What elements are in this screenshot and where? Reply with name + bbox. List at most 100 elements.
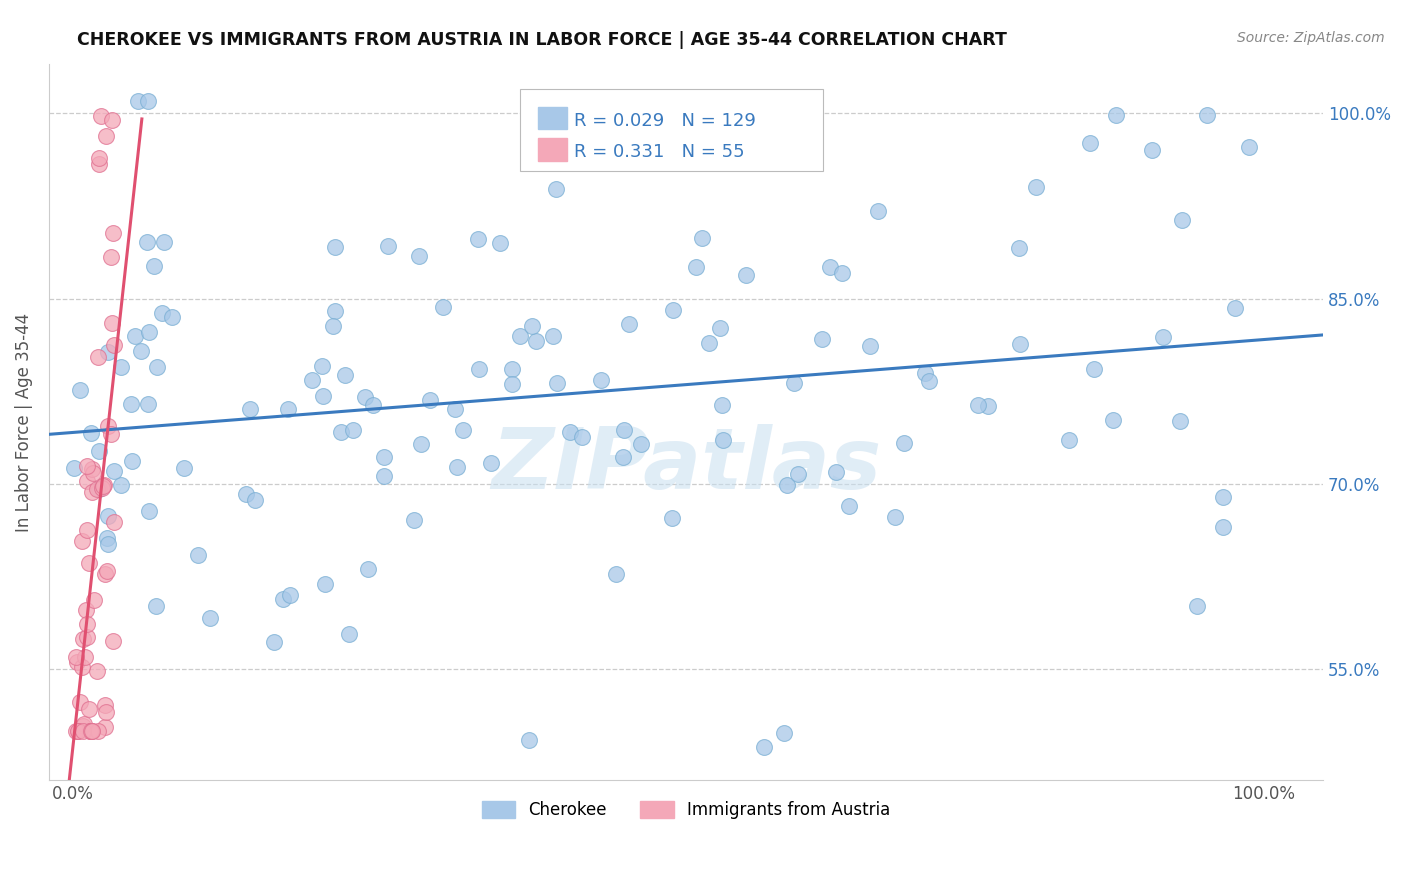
Point [404, 513, 426, 527]
Point [82, 723, 104, 738]
Point [1010, 337, 1032, 351]
Point [273, 592, 295, 607]
Point [1105, 108, 1128, 122]
Point [75, 602, 97, 616]
Point [1195, 108, 1218, 122]
Point [783, 376, 806, 390]
Point [1059, 433, 1081, 447]
Point [517, 733, 540, 747]
Point [1083, 362, 1105, 376]
Point [124, 329, 146, 343]
Point [121, 454, 143, 468]
Point [243, 492, 266, 507]
Point [100, 426, 122, 441]
Point [661, 303, 683, 318]
Point [773, 726, 796, 740]
Point [72, 632, 94, 646]
Point [432, 300, 454, 314]
Point [754, 739, 776, 754]
Point [93, 479, 115, 493]
Point [82, 461, 104, 475]
Point [277, 401, 299, 416]
Point [101, 226, 124, 240]
Point [75, 650, 97, 665]
Point [101, 112, 124, 127]
Point [1025, 180, 1047, 194]
Point [613, 423, 636, 437]
Point [1239, 140, 1261, 154]
Point [80, 426, 103, 441]
Point [661, 510, 683, 524]
Point [69, 384, 91, 398]
Point [96, 564, 118, 578]
Point [831, 267, 853, 281]
Point [312, 389, 335, 403]
Point [699, 336, 721, 351]
Point [173, 460, 195, 475]
Point [72, 719, 94, 733]
Point [1152, 330, 1174, 344]
Point [820, 260, 842, 274]
Point [263, 635, 285, 649]
Y-axis label: In Labor Force | Age 35-44: In Labor Force | Age 35-44 [15, 312, 32, 532]
Point [90, 110, 112, 124]
Point [685, 260, 707, 275]
Point [153, 235, 176, 250]
Point [96, 509, 118, 524]
Point [546, 182, 568, 196]
Point [127, 94, 149, 108]
Point [1102, 413, 1125, 427]
Point [859, 339, 882, 353]
Point [787, 467, 810, 481]
Point [93, 477, 115, 491]
Point [86, 483, 108, 497]
Point [66, 655, 89, 669]
Point [301, 373, 323, 387]
Point [97, 536, 120, 550]
Point [138, 325, 160, 339]
Point [65, 723, 87, 738]
Point [522, 319, 544, 334]
Text: R = 0.029   N = 129: R = 0.029 N = 129 [574, 112, 755, 129]
Point [488, 235, 510, 250]
Point [103, 338, 125, 352]
Point [866, 203, 889, 218]
Point [87, 723, 110, 738]
Point [501, 377, 523, 392]
Point [918, 375, 941, 389]
Point [311, 359, 333, 373]
Text: Source: ZipAtlas.com: Source: ZipAtlas.com [1237, 31, 1385, 45]
Text: CHEROKEE VS IMMIGRANTS FROM AUSTRIA IN LABOR FORCE | AGE 35-44 CORRELATION CHART: CHEROKEE VS IMMIGRANTS FROM AUSTRIA IN L… [77, 31, 1007, 49]
Point [94, 567, 117, 582]
Point [110, 360, 132, 375]
Point [146, 360, 169, 375]
Point [357, 562, 380, 576]
Point [711, 434, 734, 448]
Point [884, 510, 907, 524]
Point [914, 366, 936, 380]
Point [86, 351, 108, 365]
Point [100, 250, 122, 264]
Point [239, 402, 262, 417]
Point [1223, 301, 1246, 315]
Point [838, 499, 860, 513]
Point [79, 723, 101, 738]
Point [1140, 143, 1163, 157]
Point [136, 235, 159, 249]
Point [711, 397, 734, 411]
Point [541, 329, 564, 343]
Point [76, 616, 98, 631]
Point [709, 321, 731, 335]
Point [129, 344, 152, 359]
Legend: Cherokee, Immigrants from Austria: Cherokee, Immigrants from Austria [475, 794, 897, 826]
Point [373, 469, 395, 483]
Point [967, 398, 990, 412]
Point [776, 478, 799, 492]
Point [103, 464, 125, 478]
Point [187, 548, 209, 562]
Point [103, 515, 125, 529]
Point [419, 393, 441, 408]
Point [501, 362, 523, 376]
Point [145, 599, 167, 613]
Point [97, 345, 120, 359]
